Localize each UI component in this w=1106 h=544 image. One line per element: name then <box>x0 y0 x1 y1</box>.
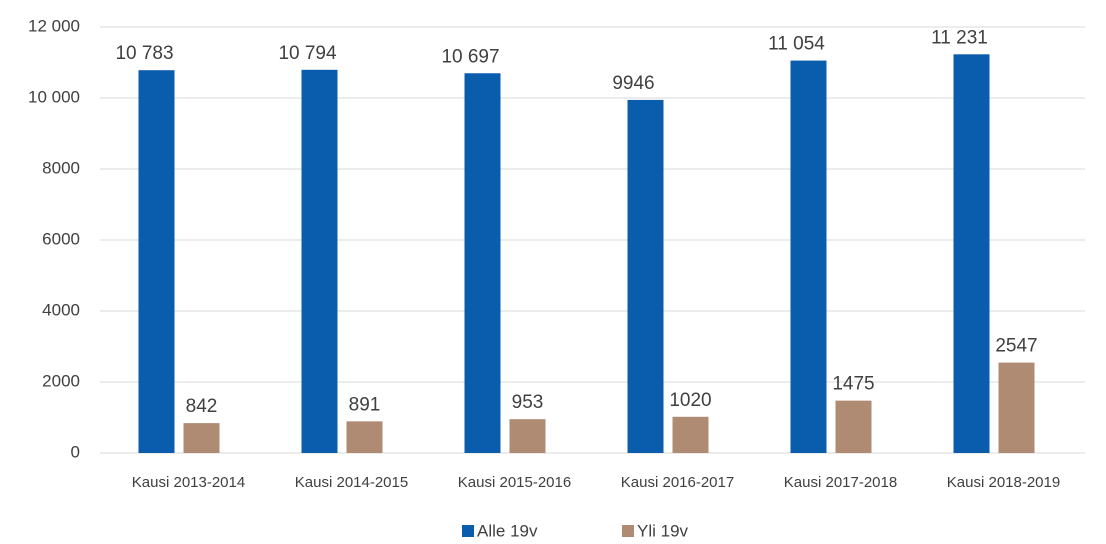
x-tick-label: Kausi 2016-2017 <box>621 474 734 491</box>
y-tick-label: 0 <box>71 442 80 461</box>
x-tick-label: Kausi 2018-2019 <box>947 474 1060 491</box>
y-tick-label: 6000 <box>42 229 80 248</box>
value-label: 1020 <box>669 390 711 411</box>
bar <box>790 60 827 453</box>
y-tick-label: 2000 <box>42 371 80 390</box>
legend-label: Alle 19v <box>477 521 538 540</box>
bar <box>346 421 383 453</box>
x-tick-label: Kausi 2017-2018 <box>784 474 897 491</box>
x-tick-label: Kausi 2014-2015 <box>295 474 408 491</box>
value-label: 10 794 <box>278 43 337 64</box>
y-tick-label: 12 000 <box>28 16 80 35</box>
x-tick-label: Kausi 2013-2014 <box>132 474 245 491</box>
bar <box>953 54 990 453</box>
bar <box>835 400 872 453</box>
value-label: 9946 <box>612 73 654 94</box>
bar <box>998 362 1035 453</box>
bar <box>509 419 546 453</box>
value-label: 10 697 <box>441 46 499 67</box>
bar <box>464 73 501 453</box>
value-label: 11 231 <box>931 27 988 48</box>
y-tick-label: 10 000 <box>28 87 80 106</box>
value-label: 2547 <box>995 336 1037 357</box>
bar <box>672 416 709 453</box>
y-tick-label: 4000 <box>42 300 80 319</box>
legend-swatch <box>462 525 474 537</box>
value-label: 891 <box>349 394 381 415</box>
x-tick-label: Kausi 2015-2016 <box>458 474 571 491</box>
value-label: 1475 <box>832 374 874 395</box>
legend-swatch <box>622 525 634 537</box>
bar <box>301 69 338 454</box>
value-label: 842 <box>186 396 218 417</box>
bar <box>627 99 664 454</box>
bar <box>183 423 220 453</box>
value-label: 10 783 <box>115 43 173 64</box>
bar <box>138 70 175 454</box>
y-tick-label: 8000 <box>42 158 80 177</box>
legend-label: Yli 19v <box>637 521 689 540</box>
value-label: 953 <box>512 392 544 413</box>
value-label: 11 054 <box>768 34 825 55</box>
